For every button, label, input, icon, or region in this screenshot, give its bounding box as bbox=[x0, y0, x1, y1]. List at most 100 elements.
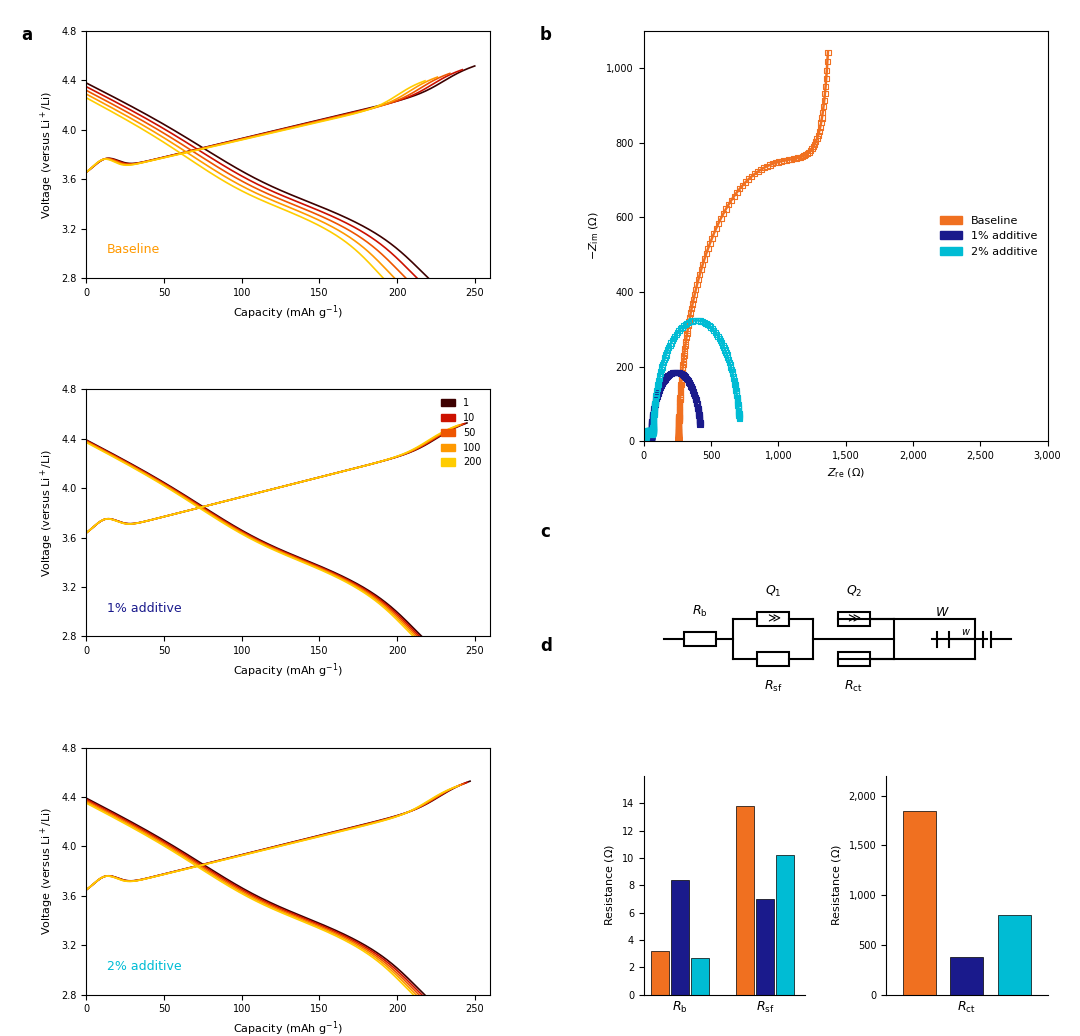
Point bbox=[670, 433, 687, 450]
Point bbox=[637, 433, 654, 450]
Point bbox=[645, 422, 662, 438]
Point bbox=[670, 433, 687, 450]
Point bbox=[670, 433, 687, 450]
Point bbox=[671, 403, 688, 420]
Point bbox=[639, 425, 657, 441]
Point bbox=[636, 433, 653, 450]
Point bbox=[649, 376, 666, 393]
Point bbox=[671, 413, 688, 430]
Point bbox=[637, 427, 654, 443]
Point bbox=[670, 432, 687, 449]
Point bbox=[636, 433, 653, 450]
Point bbox=[646, 402, 663, 419]
Point bbox=[636, 433, 653, 450]
Point bbox=[637, 431, 654, 448]
Point bbox=[643, 423, 660, 439]
Bar bbox=[998, 915, 1031, 995]
Point bbox=[670, 433, 687, 450]
Point bbox=[637, 432, 654, 449]
Point bbox=[676, 316, 693, 333]
Point bbox=[640, 425, 658, 441]
Point bbox=[636, 433, 653, 450]
Point bbox=[637, 433, 654, 450]
Point bbox=[637, 427, 654, 443]
Point bbox=[753, 162, 770, 178]
Point bbox=[636, 432, 653, 449]
Point bbox=[642, 428, 659, 444]
Point bbox=[670, 432, 687, 449]
Point bbox=[640, 425, 658, 441]
Point bbox=[636, 432, 653, 449]
Point bbox=[670, 433, 687, 450]
Point bbox=[810, 123, 827, 140]
Point bbox=[729, 394, 746, 410]
Point bbox=[639, 425, 657, 441]
Point bbox=[675, 367, 692, 383]
Text: c: c bbox=[540, 523, 550, 541]
Point bbox=[636, 433, 653, 450]
Point bbox=[643, 418, 660, 434]
Point bbox=[636, 433, 653, 450]
Point bbox=[636, 431, 653, 448]
Point bbox=[730, 399, 747, 415]
Point bbox=[639, 425, 657, 441]
Point bbox=[637, 432, 654, 449]
Point bbox=[637, 427, 654, 443]
Point bbox=[673, 376, 690, 393]
Point bbox=[643, 425, 660, 441]
Point bbox=[685, 383, 702, 400]
Point bbox=[652, 378, 670, 395]
Point bbox=[647, 394, 664, 410]
Point bbox=[701, 235, 718, 252]
Point bbox=[643, 429, 660, 445]
Point bbox=[671, 414, 688, 431]
Point bbox=[640, 425, 658, 441]
Point bbox=[731, 180, 748, 197]
Point bbox=[637, 432, 654, 449]
Point bbox=[691, 409, 708, 426]
Point bbox=[727, 376, 744, 393]
Point bbox=[643, 427, 660, 443]
Text: $w$: $w$ bbox=[961, 627, 971, 637]
Point bbox=[637, 427, 654, 443]
Point bbox=[721, 356, 739, 373]
Point bbox=[670, 429, 687, 445]
Point bbox=[671, 365, 688, 381]
Point bbox=[675, 350, 692, 367]
Point bbox=[636, 433, 653, 450]
Point bbox=[670, 432, 687, 449]
Point bbox=[637, 432, 654, 449]
Point bbox=[703, 230, 720, 247]
Point bbox=[690, 312, 707, 328]
Point bbox=[671, 410, 688, 427]
Point bbox=[691, 266, 708, 283]
Point bbox=[640, 426, 658, 442]
Point bbox=[672, 378, 689, 395]
Point bbox=[637, 433, 654, 450]
Point bbox=[637, 430, 654, 447]
Point bbox=[636, 433, 653, 450]
Point bbox=[810, 127, 827, 144]
Point bbox=[731, 410, 748, 427]
Point bbox=[738, 174, 755, 191]
Point bbox=[670, 430, 687, 447]
Point bbox=[646, 398, 663, 414]
Point bbox=[671, 411, 688, 428]
Point bbox=[637, 426, 654, 442]
Point bbox=[637, 432, 654, 449]
Point bbox=[636, 432, 653, 449]
Point bbox=[728, 382, 745, 399]
Point bbox=[636, 433, 653, 450]
Point bbox=[658, 369, 675, 385]
Point bbox=[698, 315, 715, 332]
Point bbox=[637, 430, 654, 447]
Point bbox=[670, 433, 687, 450]
Point bbox=[637, 433, 654, 450]
Point bbox=[778, 152, 795, 169]
Point bbox=[643, 429, 660, 445]
Point bbox=[636, 431, 653, 448]
Point bbox=[690, 408, 707, 425]
Point bbox=[662, 335, 679, 351]
Point bbox=[643, 416, 660, 433]
Point bbox=[636, 432, 653, 449]
